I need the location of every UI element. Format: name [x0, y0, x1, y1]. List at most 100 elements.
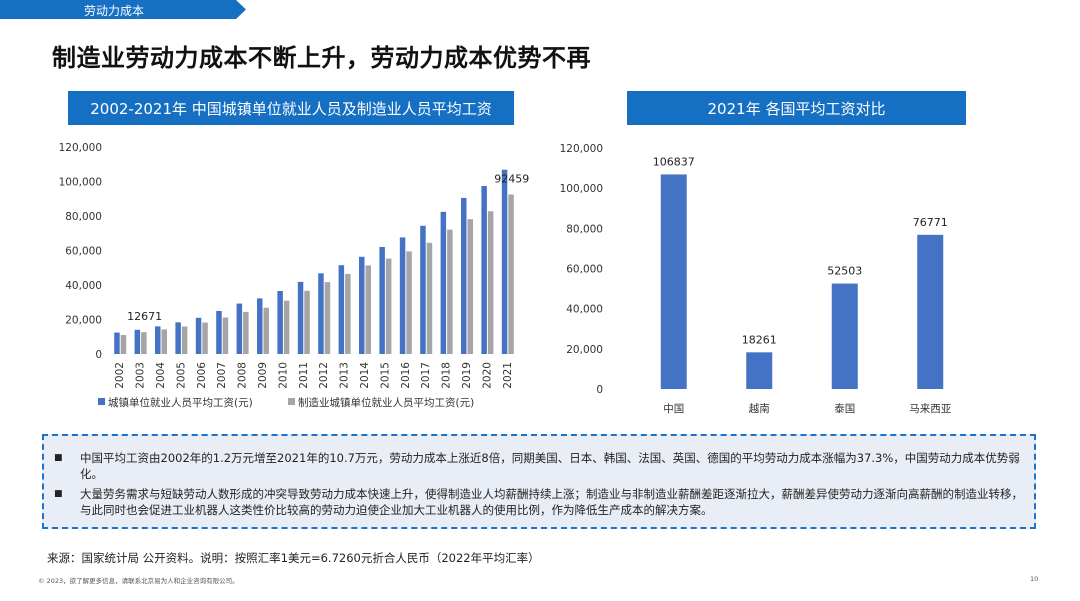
bar-urban-wage: [114, 332, 120, 354]
data-label: 76771: [913, 216, 948, 229]
bar-urban-wage: [155, 326, 161, 354]
y-tick-label: 20,000: [65, 315, 102, 327]
bar-urban-wage: [175, 322, 181, 354]
x-tick-label: 2006: [196, 362, 208, 389]
bar-urban-wage: [216, 310, 222, 354]
x-tick-label: 2020: [481, 362, 493, 389]
bar-manufacturing-wage: [487, 211, 494, 354]
legend-swatch-urban: [98, 398, 105, 405]
bar-country-wage: [917, 234, 944, 389]
legend-label: 城镇单位就业人员平均工资(元): [108, 396, 253, 409]
x-tick-label: 2005: [175, 362, 187, 389]
page-number: 10: [1030, 575, 1039, 583]
y-tick-label: 120,000: [560, 143, 603, 155]
bar-urban-wage: [481, 186, 487, 354]
bar-manufacturing-wage: [385, 258, 392, 354]
data-label: 106837: [653, 155, 695, 168]
y-tick-label: 20,000: [566, 344, 603, 356]
y-tick-label: 100,000: [560, 183, 603, 195]
chart1-title: 2002-2021年 中国城镇单位就业人员及制造业人员平均工资: [68, 91, 514, 125]
section-tag-label: 劳动力成本: [84, 4, 145, 18]
page-title: 制造业劳动力成本不断上升，劳动力成本优势不再: [52, 44, 591, 72]
bar-manufacturing-wage: [120, 335, 127, 354]
summary-bullet: ■ 大量劳务需求与短缺劳动人数形成的冲突导致劳动力成本快速上升，使得制造业人均薪…: [54, 486, 1026, 518]
bar-urban-wage: [195, 317, 202, 354]
bar-urban-wage: [134, 329, 141, 354]
legend-swatch-manufacturing: [288, 398, 295, 405]
data-label: 18261: [742, 333, 777, 346]
bar-manufacturing-wage: [181, 326, 188, 354]
summary-box: ■ 中国平均工资由2002年的1.2万元增至2021年的10.7万元，劳动力成本…: [42, 434, 1036, 529]
bar-manufacturing-wage: [426, 242, 433, 354]
y-tick-label: 100,000: [59, 177, 102, 189]
bar-manufacturing-wage: [467, 219, 473, 354]
bar-urban-wage: [277, 290, 283, 354]
x-tick-label: 2009: [257, 362, 269, 389]
bar-country-wage: [831, 283, 858, 389]
legend-label: 制造业城镇单位就业人员平均工资(元): [298, 396, 474, 409]
bar-urban-wage: [440, 211, 447, 354]
section-tag-shape: [0, 0, 246, 19]
bullet-text: 大量劳务需求与短缺劳动人数形成的冲突导致劳动力成本快速上升，使得制造业人均薪酬持…: [80, 487, 1023, 517]
x-tick-label: 马来西亚: [909, 403, 951, 415]
x-tick-label: 2003: [135, 362, 147, 389]
x-tick-label: 2013: [339, 362, 351, 389]
x-tick-label: 2015: [379, 362, 391, 389]
bar-urban-wage: [236, 303, 243, 354]
country-wage-chart: 0 20,000 40,000 60,000 80,000 100,000 120,000 1…: [560, 143, 952, 415]
x-tick-label: 2017: [420, 362, 432, 389]
bar-urban-wage: [379, 246, 385, 354]
x-tick-label: 2018: [441, 362, 453, 389]
bullet-text: 中国平均工资由2002年的1.2万元增至2021年的10.7万元，劳动力成本上涨…: [80, 451, 1020, 481]
y-tick-label: 80,000: [65, 211, 102, 223]
y-tick-label: 60,000: [566, 264, 603, 276]
bar-urban-wage: [420, 225, 426, 354]
wage-trend-chart: 0 20,000 40,000 60,000 80,000 100,000 120,000 2…: [59, 142, 530, 409]
y-tick-label: 60,000: [65, 246, 102, 258]
chart2-title: 2021年 各国平均工资对比: [627, 91, 966, 125]
x-tick-label: 2012: [318, 362, 330, 389]
x-tick-label: 泰国: [834, 402, 855, 415]
x-tick-label: 2014: [359, 362, 371, 389]
x-tick-label: 越南: [749, 402, 770, 415]
bar-manufacturing-wage: [508, 194, 514, 354]
data-label: 12671: [127, 310, 162, 323]
x-tick-label: 2002: [114, 362, 126, 389]
x-tick-label: 2019: [461, 362, 473, 389]
bar-urban-wage: [338, 265, 345, 354]
bar-manufacturing-wage: [222, 317, 229, 354]
y-tick-label: 0: [596, 384, 603, 396]
bar-manufacturing-wage: [243, 311, 249, 354]
x-tick-label: 2008: [237, 362, 249, 389]
bar-urban-wage: [318, 273, 324, 354]
source-note: 来源：国家统计局 公开资料。说明：按照汇率1美元=6.7260元折合人民币（20…: [47, 551, 540, 565]
bar-manufacturing-wage: [365, 265, 371, 354]
bar-country-wage: [746, 352, 773, 389]
bar-manufacturing-wage: [283, 300, 290, 354]
x-tick-label: 2007: [216, 362, 228, 389]
bar-urban-wage: [461, 197, 467, 354]
bar-manufacturing-wage: [447, 229, 453, 354]
bar-urban-wage: [501, 169, 508, 354]
bar-manufacturing-wage: [263, 307, 269, 354]
bullet-marker: ■: [54, 453, 63, 463]
x-tick-label: 2010: [277, 362, 289, 389]
y-tick-label: 0: [95, 349, 102, 361]
bar-manufacturing-wage: [324, 282, 331, 354]
bar-manufacturing-wage: [161, 329, 167, 354]
summary-bullet: ■ 中国平均工资由2002年的1.2万元增至2021年的10.7万元，劳动力成本…: [54, 450, 1026, 482]
bar-manufacturing-wage: [406, 251, 412, 354]
bar-manufacturing-wage: [345, 273, 351, 354]
bar-urban-wage: [399, 237, 406, 354]
bar-manufacturing-wage: [141, 332, 147, 354]
data-label: 92459: [494, 173, 529, 186]
bar-manufacturing-wage: [202, 322, 208, 354]
x-tick-label: 中国: [663, 402, 684, 415]
x-tick-label: 2016: [400, 362, 412, 389]
bar-urban-wage: [297, 281, 304, 354]
section-tag: 劳动力成本: [0, 0, 246, 19]
y-tick-label: 40,000: [65, 280, 102, 292]
y-tick-label: 80,000: [566, 223, 603, 235]
x-tick-label: 2021: [502, 362, 514, 389]
bar-country-wage: [660, 174, 687, 389]
